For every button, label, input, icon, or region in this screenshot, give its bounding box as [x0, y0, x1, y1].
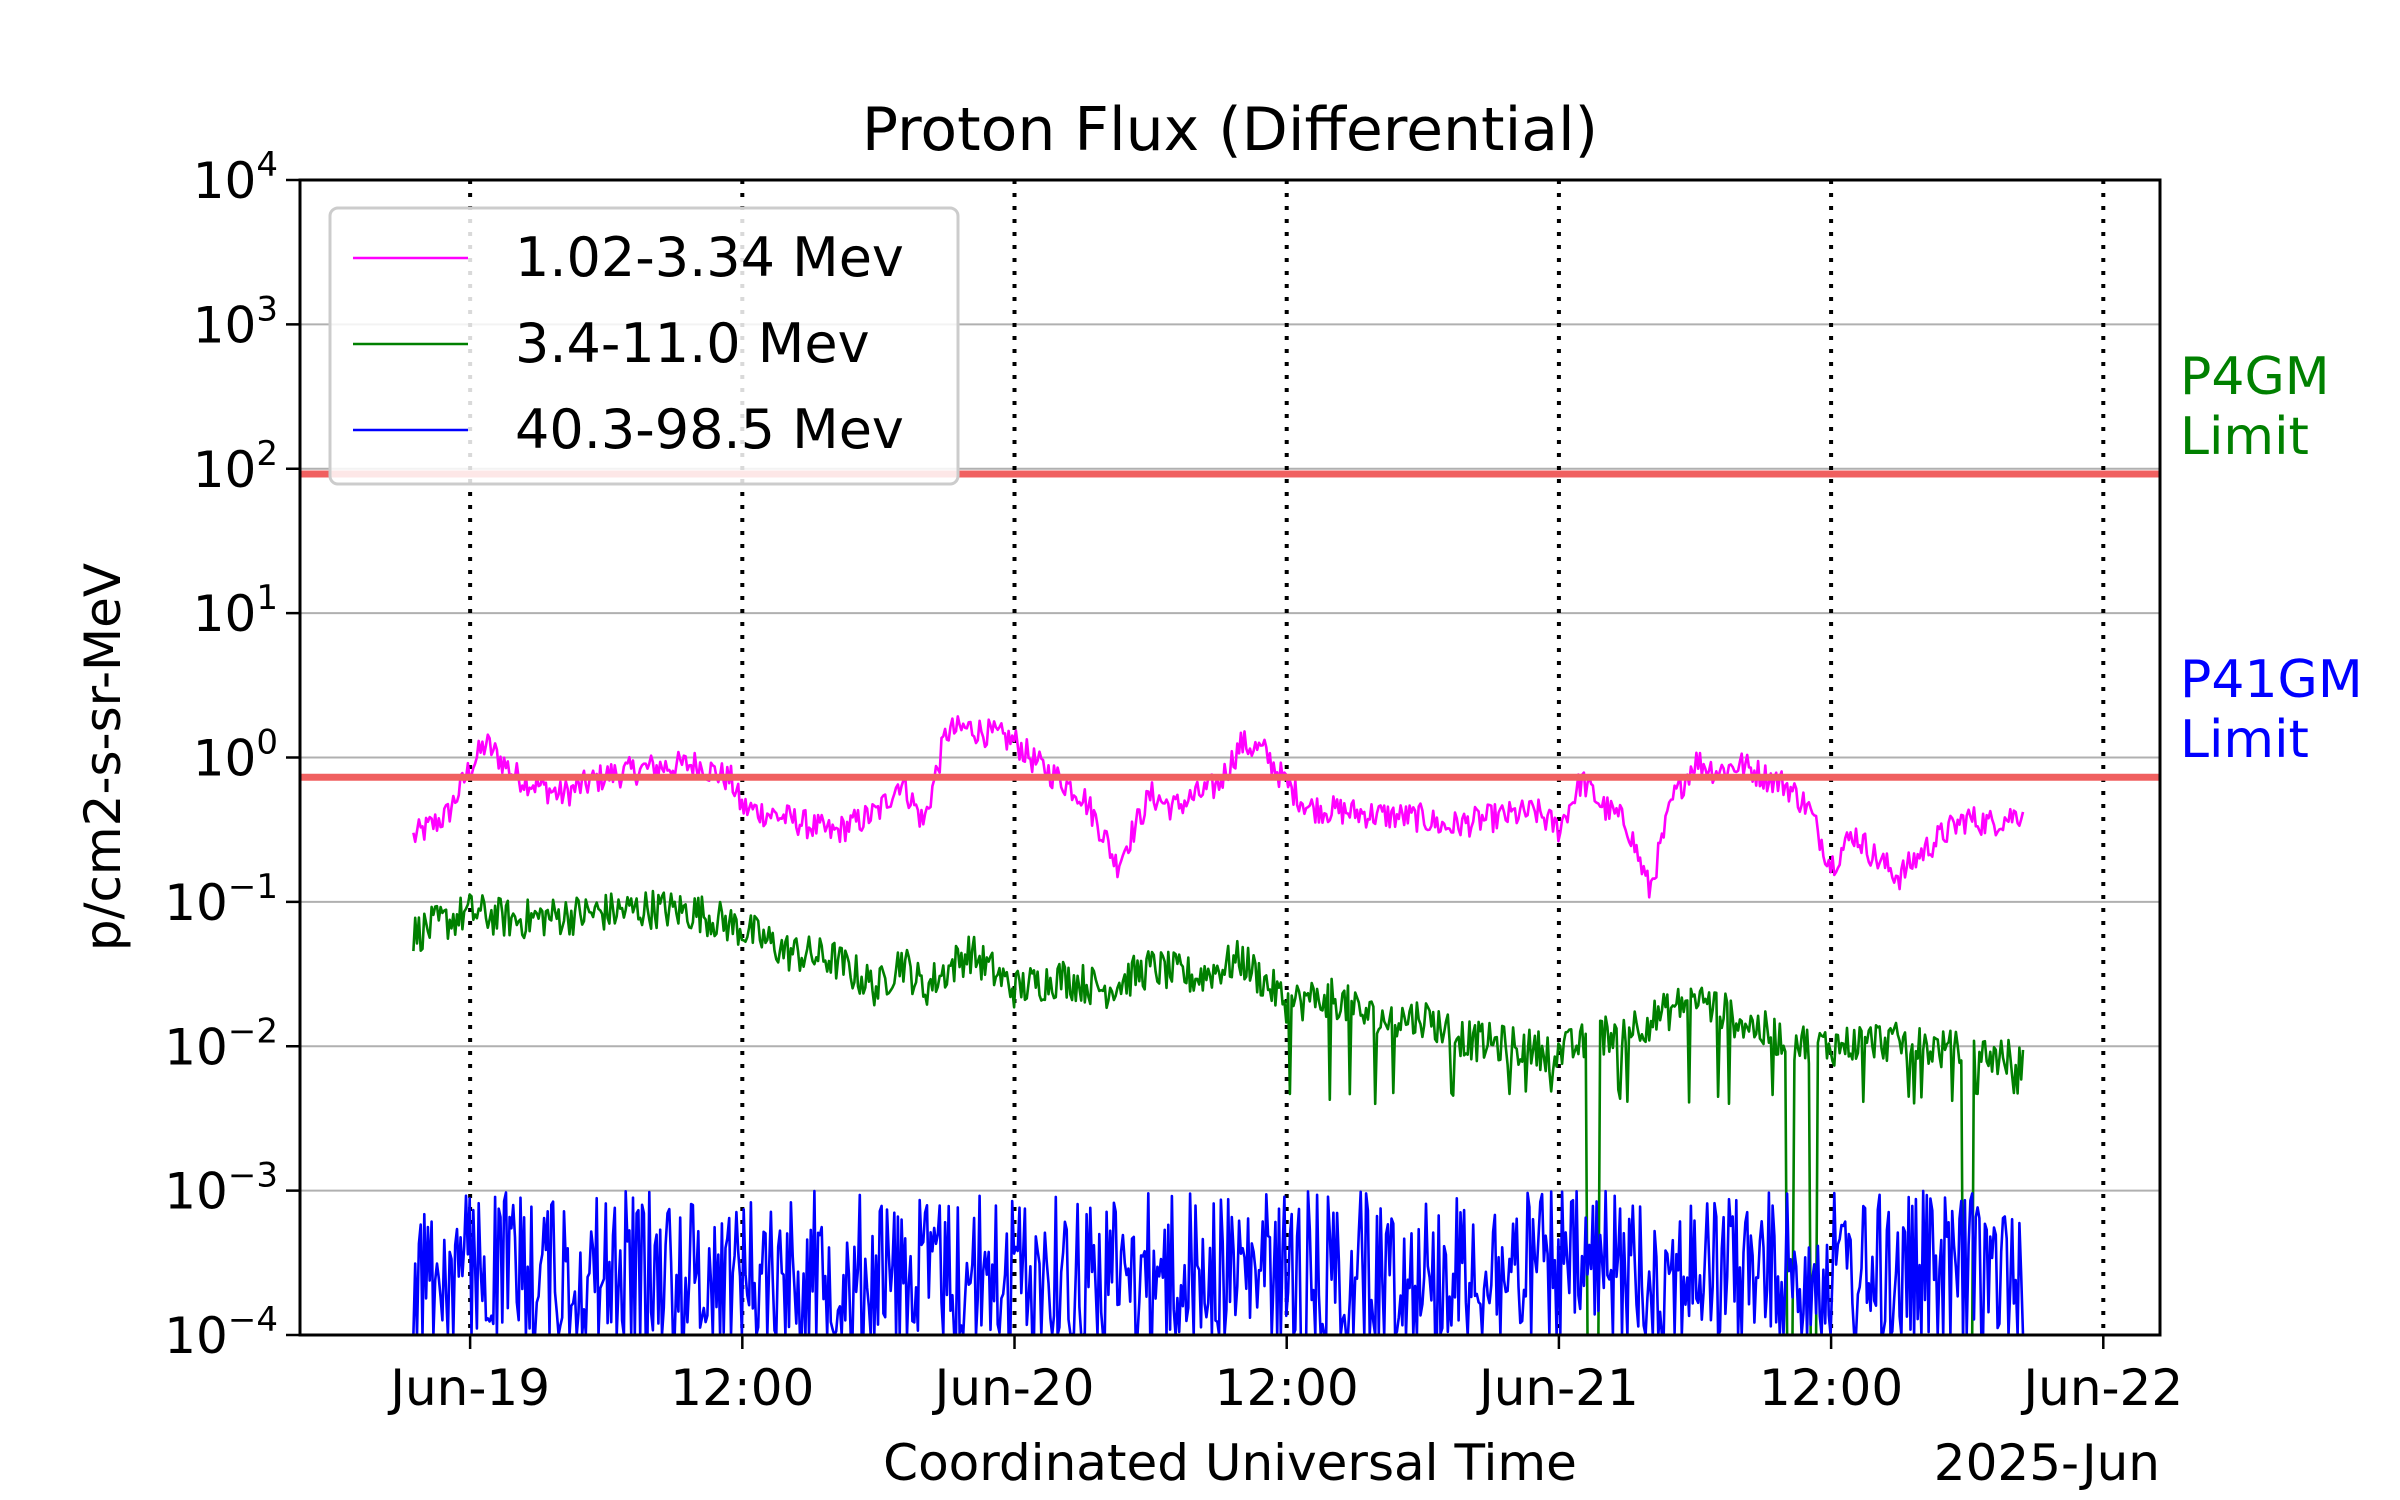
data-lines: [412, 715, 2025, 1337]
series-line-2: [412, 889, 2025, 1337]
x-axis-label: Coordinated Universal Time: [883, 1434, 1577, 1492]
legend-label-2: 3.4-11.0 Mev: [515, 312, 870, 375]
x-tick-label: 12:00: [670, 1359, 814, 1417]
legend-label-1: 1.02-3.34 Mev: [515, 226, 904, 289]
series-line-1: [412, 715, 2025, 899]
y-tick-label: 10−3: [164, 1156, 278, 1221]
limit-annotation-1: Limit: [2180, 407, 2309, 467]
y-axis-label: p/cm2-s-sr-MeV: [74, 563, 132, 951]
axis-ticks: Jun-19 12:00 Jun-20 12:00 Jun-21 12:00 Jun-22 1…: [164, 145, 2183, 1417]
x-tick-label: 12:00: [1215, 1359, 1359, 1417]
y-tick-label: 10−4: [164, 1300, 278, 1365]
series-line-3: [412, 1189, 2025, 1337]
x-tick-label: Jun-20: [932, 1359, 1095, 1417]
y-tick-label: 10−2: [164, 1011, 278, 1076]
legend-label-3: 40.3-98.5 Mev: [515, 398, 904, 461]
chart-title: Proton Flux (Differential): [862, 95, 1598, 165]
y-tick-label: 101: [193, 578, 278, 643]
y-tick-label: 10−1: [164, 867, 278, 932]
limit-annotation-1: P4GM: [2180, 347, 2330, 407]
y-tick-label: 104: [193, 145, 278, 210]
x-year-label: 2025-Jun: [1934, 1434, 2160, 1492]
limit-annotation-2: Limit: [2180, 710, 2309, 770]
y-tick-label: 103: [193, 289, 278, 354]
y-tick-label: 100: [193, 723, 278, 788]
limit-annotation-2: P41GM: [2180, 650, 2363, 710]
x-tick-label: Jun-19: [387, 1359, 550, 1417]
x-tick-label: Jun-22: [2020, 1359, 2183, 1417]
x-tick-label: 12:00: [1759, 1359, 1903, 1417]
legend-box: [328, 206, 960, 486]
legend: 1.02-3.34 Mev 3.4-11.0 Mev 40.3-98.5 Mev: [328, 206, 960, 486]
x-tick-label: Jun-21: [1476, 1359, 1639, 1417]
y-tick-label: 102: [193, 434, 278, 499]
